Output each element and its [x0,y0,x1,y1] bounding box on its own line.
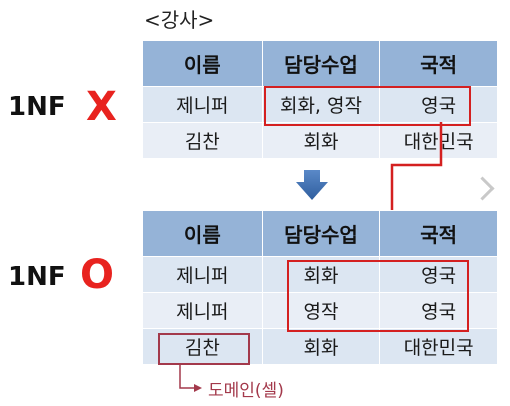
table-instructors-before: 이름 담당수업 국적 제니퍼 회화, 영작 영국 김찬 회화 대한민국 [142,40,498,159]
cell-class: 회화 [261,256,381,293]
cell-name: 제니퍼 [142,86,263,123]
highlight-box-top [264,86,471,126]
mark-x: X [86,84,117,130]
table-row: 제니퍼 영작 영국 [142,292,498,329]
cell-nationality: 대한민국 [379,122,498,159]
table-header-row: 이름 담당수업 국적 [142,210,498,257]
cell-class: 회화 [261,328,381,365]
mark-o: O [80,252,115,298]
cell-class: 회화 [261,122,381,159]
header-nationality: 국적 [379,210,498,257]
cell-name: 제니퍼 [142,256,263,293]
header-nationality: 국적 [379,40,498,87]
cell-nationality: 대한민국 [379,328,498,365]
diagram-title: <강사> [144,8,215,32]
highlight-box-bottom [287,260,469,332]
down-arrow-icon [296,170,328,200]
domain-label: 도메인(셀) [208,381,284,401]
cell-nationality: 영국 [379,86,498,123]
nf-label-bottom: 1NF [8,262,66,292]
table-instructors-after: 이름 담당수업 국적 제니퍼 회화 영국 제니퍼 영작 영국 김찬 회화 대한민… [142,210,498,365]
domain-cell-box [158,333,250,365]
table-row: 제니퍼 회화, 영작 영국 [142,86,498,123]
table-row: 제니퍼 회화 영국 [142,256,498,293]
cell-nationality: 영국 [379,256,498,293]
cell-class: 회화, 영작 [261,86,381,123]
table-row: 김찬 회화 대한민국 [142,122,498,159]
header-name: 이름 [142,210,263,257]
nf-label-top: 1NF [8,92,66,122]
table-header-row: 이름 담당수업 국적 [142,40,498,87]
cell-name: 김찬 [142,122,263,159]
header-class: 담당수업 [261,210,381,257]
cell-name: 제니퍼 [142,292,263,329]
cell-nationality: 영국 [379,292,498,329]
